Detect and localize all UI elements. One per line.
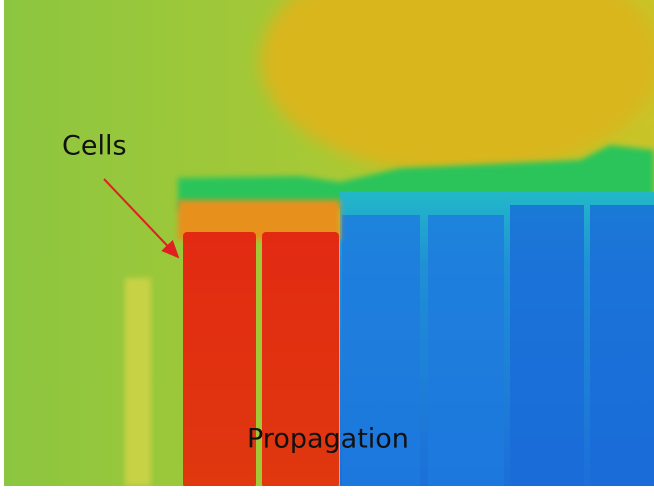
margin xyxy=(0,0,4,496)
propagation-label: Propagation xyxy=(247,424,409,455)
cell xyxy=(510,205,584,486)
margin xyxy=(0,486,654,496)
cells-label: Cells xyxy=(62,131,127,162)
side-plate xyxy=(125,278,151,486)
hot-cell xyxy=(183,232,256,488)
cell xyxy=(590,205,654,486)
cell xyxy=(428,215,504,486)
simulation-view: Cells Propagation xyxy=(0,0,654,496)
